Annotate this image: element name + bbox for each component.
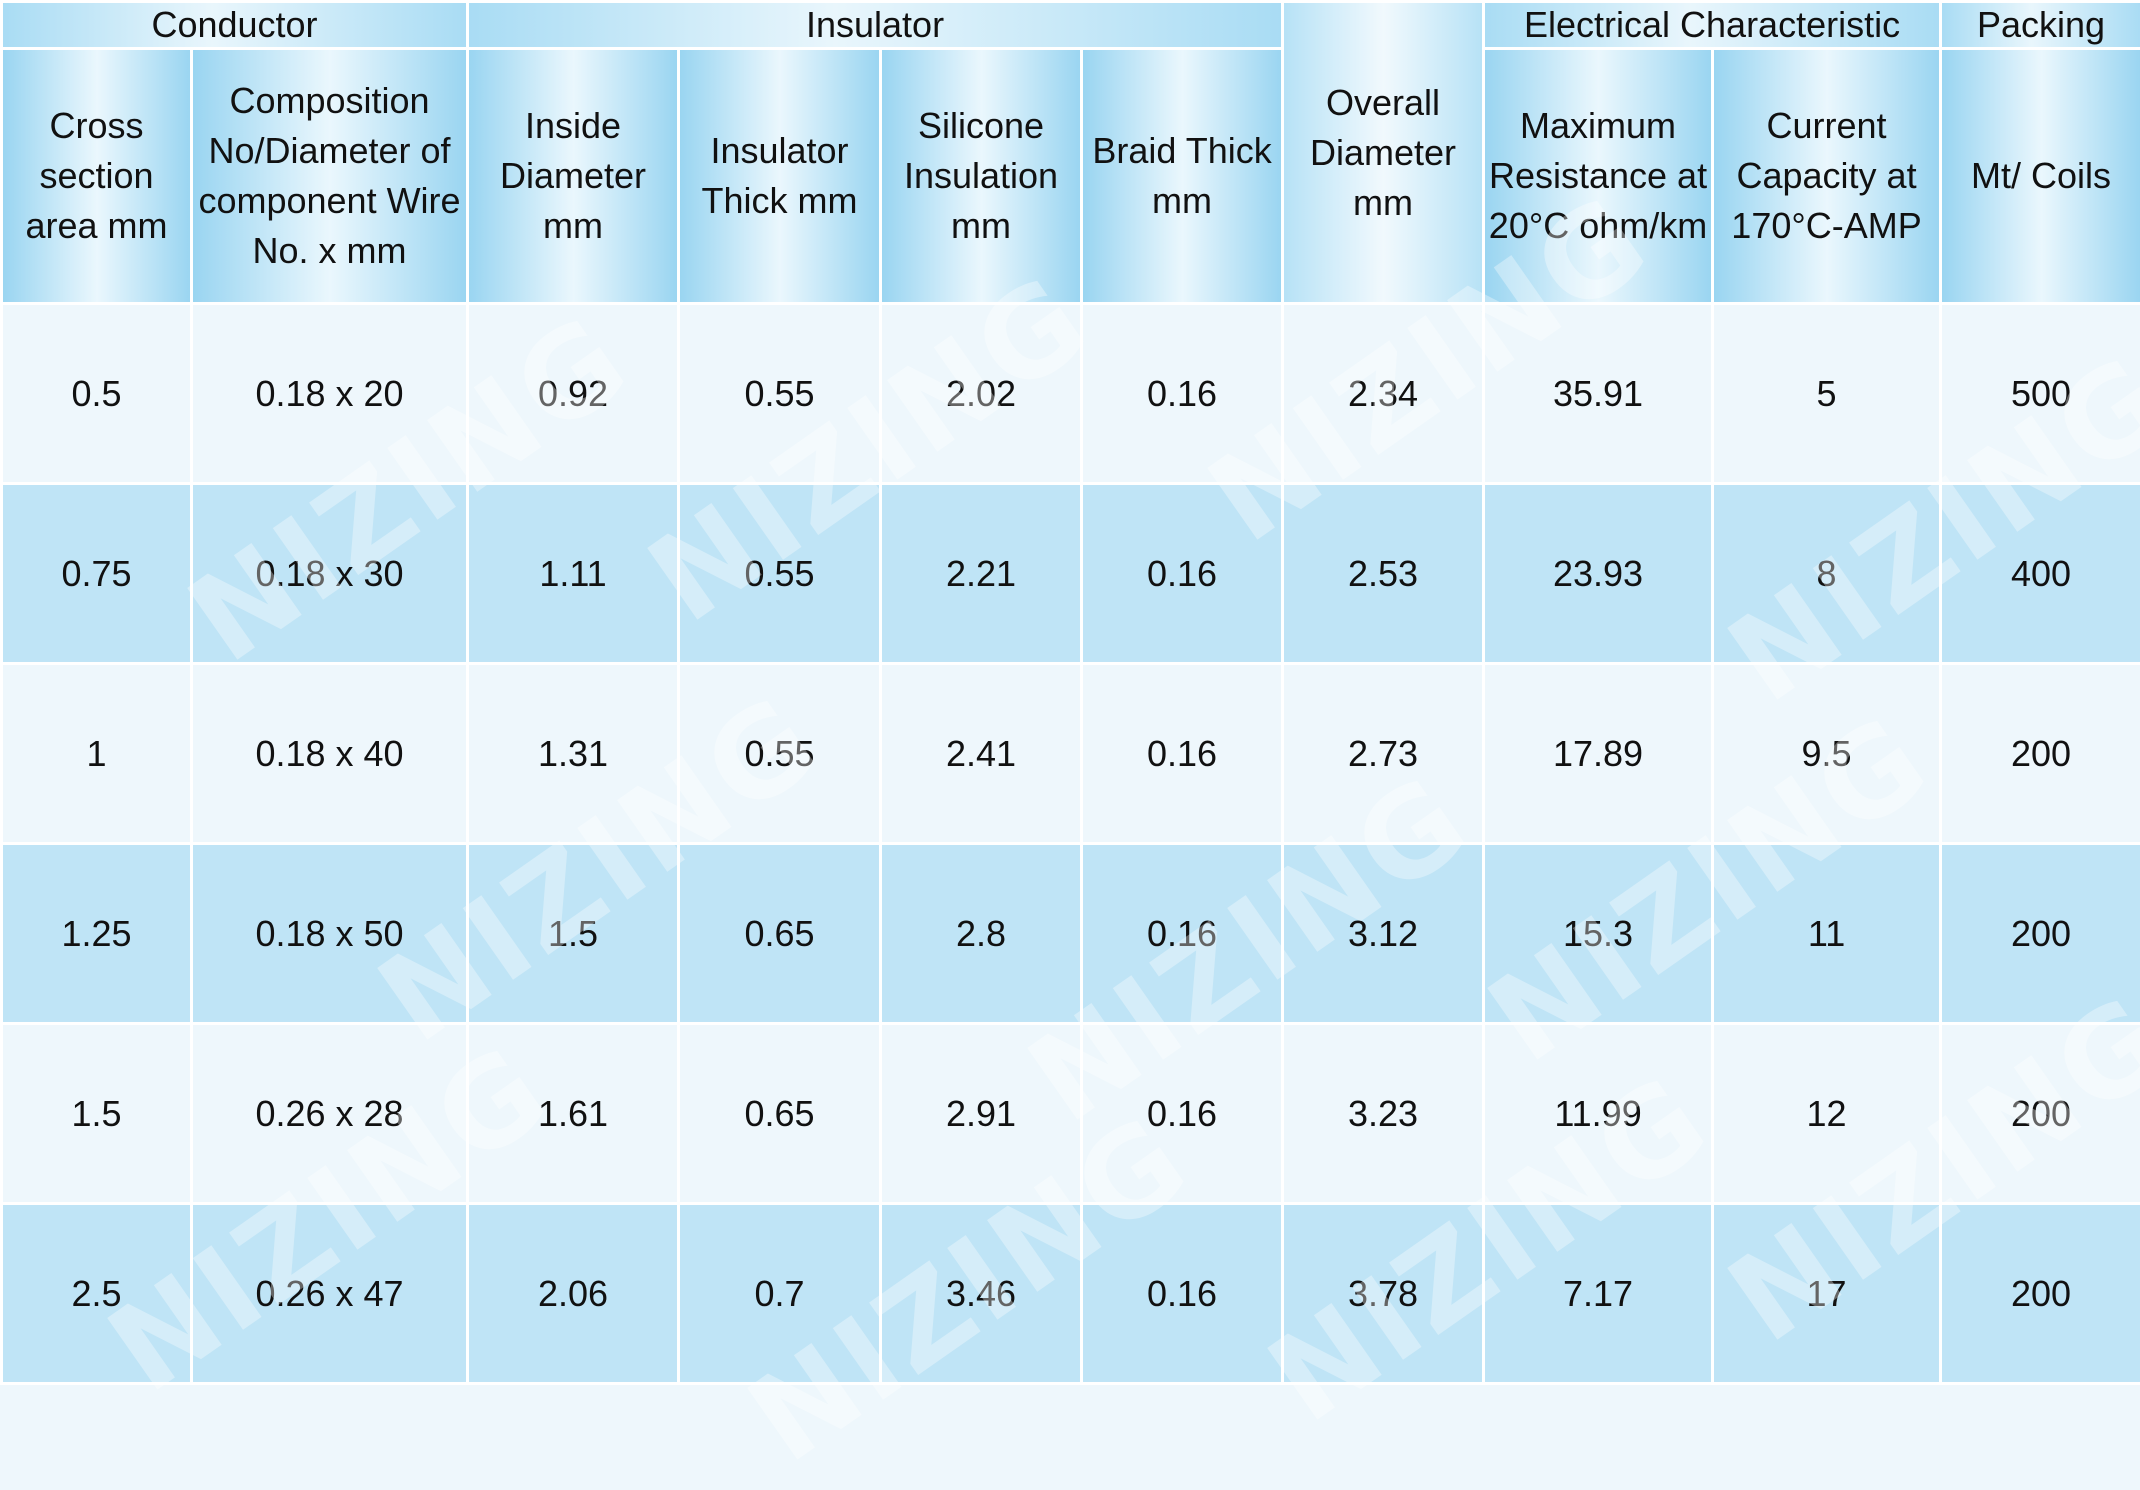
table-cell: 1.61: [468, 1024, 679, 1204]
table-row: 1.5 0.26 x 28 1.61 0.65 2.91 0.16 3.23 1…: [2, 1024, 2140, 1204]
cable-spec-table: Conductor Insulator Overall Diameter mm …: [0, 0, 2140, 1385]
table-cell: 2.34: [1283, 304, 1484, 484]
table-cell: 0.18 x 40: [192, 664, 468, 844]
table-cell: 7.17: [1484, 1204, 1713, 1384]
table-row: 0.5 0.18 x 20 0.92 0.55 2.02 0.16 2.34 3…: [2, 304, 2140, 484]
group-insulator: Insulator: [468, 2, 1283, 49]
table-cell: 0.16: [1082, 844, 1283, 1024]
col-mt-coils: Mt/ Coils: [1941, 49, 2140, 304]
table-cell: 0.16: [1082, 484, 1283, 664]
table-cell: 15.3: [1484, 844, 1713, 1024]
table-cell: 0.18 x 30: [192, 484, 468, 664]
table-cell: 1.5: [2, 1024, 192, 1204]
table-cell: 2.91: [881, 1024, 1082, 1204]
table-cell: 200: [1941, 1204, 2140, 1384]
table-cell: 0.5: [2, 304, 192, 484]
table-row: 1 0.18 x 40 1.31 0.55 2.41 0.16 2.73 17.…: [2, 664, 2140, 844]
table-cell: 1.5: [468, 844, 679, 1024]
table-cell: 0.55: [679, 484, 881, 664]
table-cell: 0.55: [679, 664, 881, 844]
table-cell: 17: [1713, 1204, 1941, 1384]
col-overall-diameter: Overall Diameter mm: [1283, 2, 1484, 304]
table-cell: 0.65: [679, 1024, 881, 1204]
table-cell: 0.92: [468, 304, 679, 484]
table-cell: 0.26 x 47: [192, 1204, 468, 1384]
table-cell: 35.91: [1484, 304, 1713, 484]
group-electrical: Electrical Characteristic: [1484, 2, 1941, 49]
table-cell: 0.16: [1082, 1024, 1283, 1204]
table-cell: 0.16: [1082, 304, 1283, 484]
table-cell: 17.89: [1484, 664, 1713, 844]
table-row: 0.75 0.18 x 30 1.11 0.55 2.21 0.16 2.53 …: [2, 484, 2140, 664]
table-cell: 2.41: [881, 664, 1082, 844]
col-silicone-insulation: Silicone Insulation mm: [881, 49, 1082, 304]
col-insulator-thick: Insulator Thick mm: [679, 49, 881, 304]
table-cell: 9.5: [1713, 664, 1941, 844]
table-cell: 11: [1713, 844, 1941, 1024]
table-cell: 400: [1941, 484, 2140, 664]
table-cell: 0.75: [2, 484, 192, 664]
table-cell: 2.21: [881, 484, 1082, 664]
table-cell: 11.99: [1484, 1024, 1713, 1204]
table-cell: 2.06: [468, 1204, 679, 1384]
table-cell: 0.18 x 20: [192, 304, 468, 484]
table-cell: 2.02: [881, 304, 1082, 484]
table-row: 2.5 0.26 x 47 2.06 0.7 3.46 0.16 3.78 7.…: [2, 1204, 2140, 1384]
table-cell: 1: [2, 664, 192, 844]
table-cell: 0.55: [679, 304, 881, 484]
col-current-capacity: Current Capacity at 170°C-AMP: [1713, 49, 1941, 304]
table-cell: 0.16: [1082, 664, 1283, 844]
table-cell: 0.16: [1082, 1204, 1283, 1384]
table-cell: 200: [1941, 1024, 2140, 1204]
table-cell: 8: [1713, 484, 1941, 664]
table-cell: 1.25: [2, 844, 192, 1024]
table-cell: 500: [1941, 304, 2140, 484]
table-cell: 0.7: [679, 1204, 881, 1384]
group-header-row: Conductor Insulator Overall Diameter mm …: [2, 2, 2140, 49]
table-cell: 3.12: [1283, 844, 1484, 1024]
table-cell: 0.18 x 50: [192, 844, 468, 1024]
col-max-resistance: Maximum Resistance at 20°C ohm/km: [1484, 49, 1713, 304]
col-composition: Composition No/Diameter of component Wir…: [192, 49, 468, 304]
table-cell: 200: [1941, 844, 2140, 1024]
table-cell: 200: [1941, 664, 2140, 844]
col-cross-section: Cross section area mm: [2, 49, 192, 304]
table-cell: 1.11: [468, 484, 679, 664]
table-cell: 2.73: [1283, 664, 1484, 844]
table-cell: 1.31: [468, 664, 679, 844]
col-braid-thick: Braid Thick mm: [1082, 49, 1283, 304]
group-conductor: Conductor: [2, 2, 468, 49]
column-header-row: Cross section area mm Composition No/Dia…: [2, 49, 2140, 304]
table-row: 1.25 0.18 x 50 1.5 0.65 2.8 0.16 3.12 15…: [2, 844, 2140, 1024]
table-cell: 2.8: [881, 844, 1082, 1024]
table-cell: 0.65: [679, 844, 881, 1024]
table-cell: 5: [1713, 304, 1941, 484]
table-cell: 3.46: [881, 1204, 1082, 1384]
table-cell: 3.23: [1283, 1024, 1484, 1204]
table-cell: 12: [1713, 1024, 1941, 1204]
group-packing: Packing: [1941, 2, 2140, 49]
table-cell: 2.53: [1283, 484, 1484, 664]
table-cell: 3.78: [1283, 1204, 1484, 1384]
table-cell: 2.5: [2, 1204, 192, 1384]
table-cell: 23.93: [1484, 484, 1713, 664]
table-cell: 0.26 x 28: [192, 1024, 468, 1204]
col-inside-diameter: Inside Diameter mm: [468, 49, 679, 304]
